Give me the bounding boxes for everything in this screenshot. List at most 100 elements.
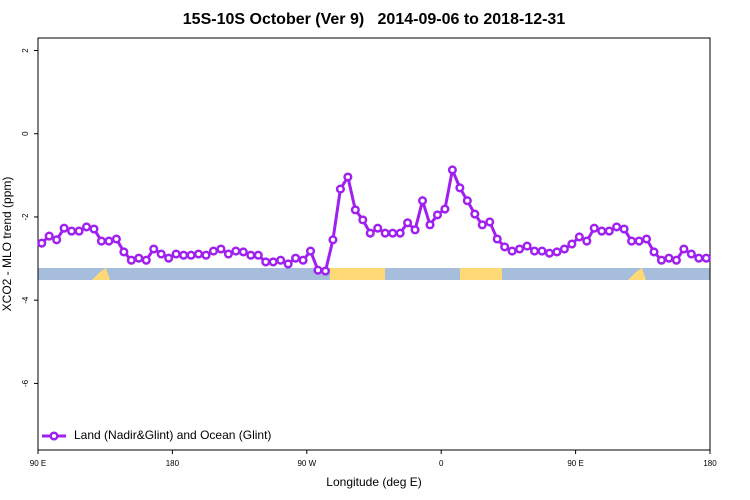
y-tick-label: -4 — [21, 296, 30, 304]
data-point — [604, 226, 614, 236]
data-point — [447, 165, 457, 175]
legend-label: Land (Nadir&Glint) and Ocean (Glint) — [74, 428, 271, 442]
x-tick-label: 90 E — [567, 459, 583, 468]
data-point — [574, 232, 584, 242]
data-point — [529, 246, 540, 256]
x-tick-label: 180 — [703, 459, 717, 468]
data-point — [589, 223, 599, 233]
data-point — [74, 226, 84, 236]
data-point — [119, 247, 129, 257]
data-point — [149, 244, 159, 254]
data-point — [216, 244, 226, 254]
data-point — [492, 234, 502, 244]
data-point — [485, 217, 495, 227]
data-point — [417, 196, 428, 206]
data-point — [612, 222, 622, 232]
data-point — [552, 247, 562, 257]
data-point — [365, 228, 375, 238]
data-point — [261, 257, 271, 267]
data-point — [96, 236, 107, 246]
data-point — [59, 223, 69, 233]
data-point — [544, 248, 555, 258]
x-tick-label: 90 E — [30, 459, 46, 468]
y-tick-label: -2 — [21, 213, 30, 221]
data-point — [671, 255, 681, 265]
data-point — [291, 253, 301, 263]
data-point — [313, 265, 323, 275]
data-point — [134, 253, 144, 263]
data-point — [619, 224, 629, 234]
data-point — [343, 172, 353, 182]
data-point — [305, 246, 316, 256]
data-point — [373, 223, 383, 233]
data-point — [567, 239, 577, 249]
surface-mask — [38, 268, 710, 280]
data-point — [350, 205, 360, 215]
data-point — [179, 250, 189, 260]
data-point — [52, 235, 62, 245]
y-tick-label: 2 — [21, 48, 30, 53]
x-tick-label: 0 — [439, 459, 444, 468]
data-point — [507, 246, 517, 256]
data-point — [298, 255, 308, 265]
x-tick-label: 90 W — [297, 459, 316, 468]
data-point — [462, 196, 472, 206]
data-point — [440, 204, 450, 214]
data-point — [537, 246, 547, 256]
land-band — [460, 268, 502, 280]
data-point — [246, 250, 256, 260]
land-band — [330, 268, 385, 280]
data-point — [111, 234, 121, 244]
data-point — [388, 228, 398, 238]
data-point — [193, 249, 204, 259]
data-point — [358, 215, 368, 225]
data-point — [627, 236, 637, 246]
data-point — [470, 209, 480, 219]
data-point — [238, 247, 248, 257]
data-point — [141, 255, 151, 265]
data-point — [500, 242, 510, 252]
x-axis-label: Longitude (deg E) — [326, 475, 421, 489]
data-point — [701, 253, 711, 263]
data-point — [268, 257, 278, 267]
data-point — [455, 183, 465, 193]
legend-marker — [49, 431, 59, 441]
data-point — [223, 249, 233, 259]
data-point — [276, 255, 286, 265]
data-point — [171, 249, 181, 259]
data-point — [164, 253, 174, 263]
data-point — [44, 231, 54, 241]
data-point — [664, 253, 674, 263]
x-tick-label: 180 — [166, 459, 180, 468]
data-point — [156, 249, 166, 259]
land-bump — [92, 268, 110, 280]
data-point — [395, 228, 405, 238]
data-point — [432, 210, 443, 220]
data-point — [67, 226, 77, 236]
data-point — [201, 250, 211, 260]
data-point — [231, 246, 241, 256]
data-point — [559, 244, 569, 254]
data-point — [641, 234, 652, 244]
data-point — [208, 246, 219, 256]
data-point — [89, 224, 99, 234]
data-point — [320, 266, 331, 276]
data-point — [380, 228, 390, 238]
data-point — [477, 220, 487, 230]
data-point — [328, 235, 338, 245]
data-point — [679, 244, 689, 254]
data-point — [425, 220, 435, 230]
data-point — [410, 225, 420, 235]
chart-title: 15S-10S October (Ver 9) 2014-09-06 to 20… — [183, 11, 566, 28]
plot-frame — [37, 37, 711, 451]
land-bump — [628, 268, 646, 280]
data-point — [403, 218, 413, 228]
data-point — [37, 238, 47, 248]
data-point — [186, 250, 196, 260]
data-point — [634, 236, 644, 246]
data-point — [694, 253, 704, 263]
data-point — [283, 259, 293, 269]
data-point — [597, 226, 607, 236]
data-point — [686, 249, 696, 259]
